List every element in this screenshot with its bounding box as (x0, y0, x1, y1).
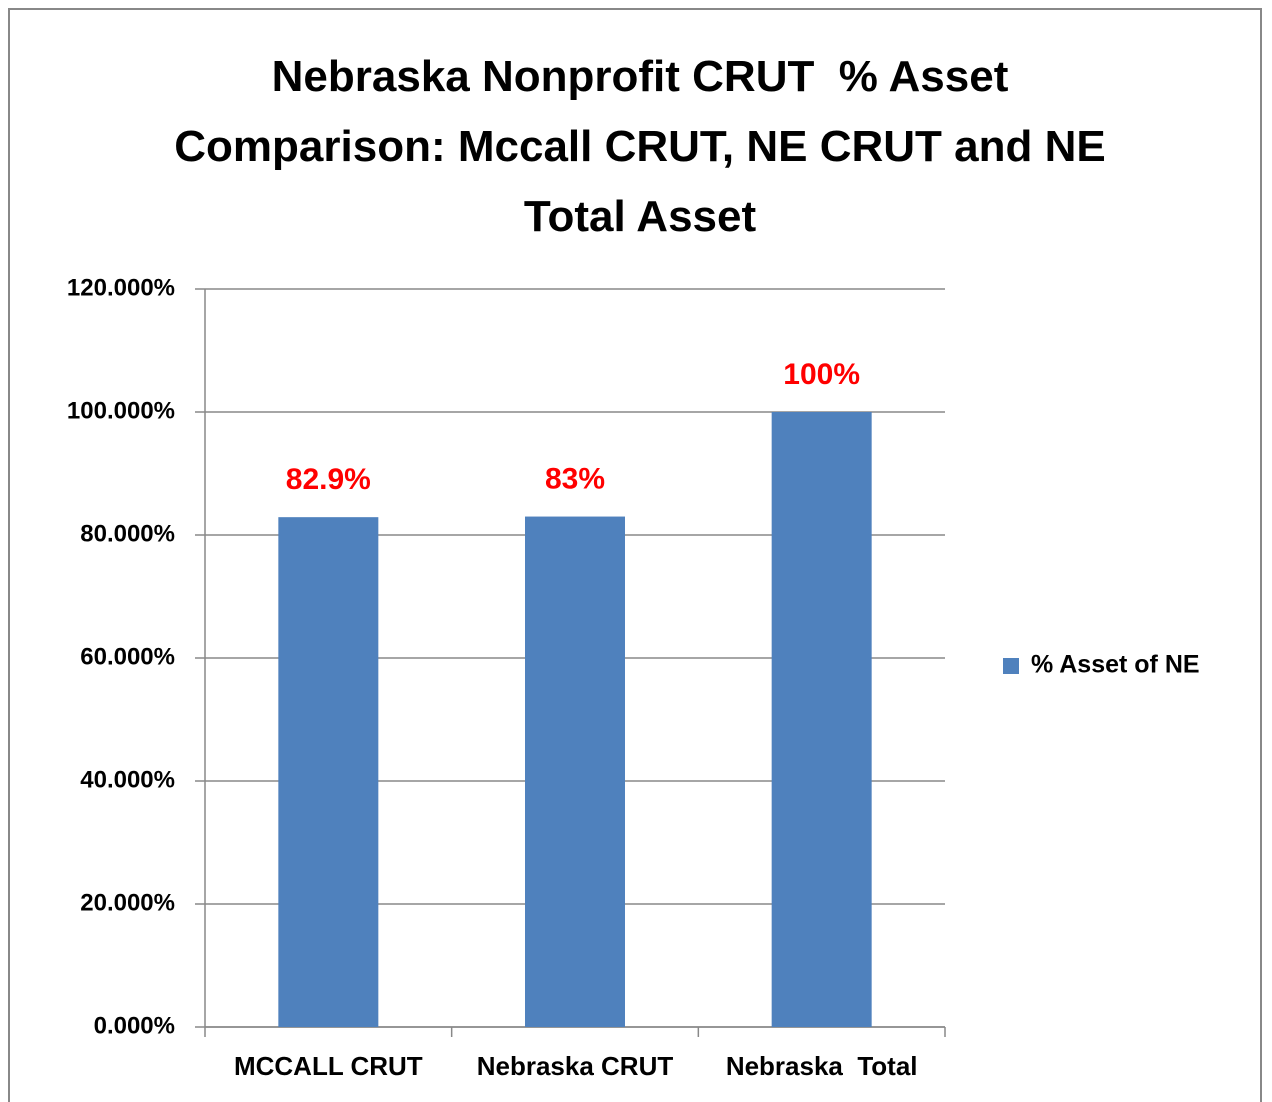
y-tick-label: 120.000% (67, 274, 175, 301)
y-tick-label: 40.000% (80, 766, 175, 793)
x-tick-label: MCCALL CRUT (234, 1051, 423, 1081)
bar (525, 516, 625, 1027)
y-tick-label: 20.000% (80, 889, 175, 916)
data-label: 100% (783, 358, 860, 391)
chart-title: Nebraska Nonprofit CRUT % Asset Comparis… (174, 52, 1118, 241)
chart-frame (8, 8, 1262, 1102)
data-label: 82.9% (286, 463, 371, 496)
y-tick-label: 60.000% (80, 643, 175, 670)
bar (278, 517, 379, 1027)
y-tick-label: 0.000% (94, 1012, 175, 1039)
x-tick-label: Nebraska Total (726, 1051, 918, 1081)
y-tick-label: 100.000% (67, 397, 175, 424)
legend-swatch (1003, 658, 1019, 674)
y-tick-label: 80.000% (80, 520, 175, 547)
data-label: 83% (545, 462, 605, 495)
bar (771, 412, 872, 1027)
x-tick-label: Nebraska CRUT (477, 1051, 674, 1081)
legend-label: % Asset of NE (1031, 651, 1200, 679)
